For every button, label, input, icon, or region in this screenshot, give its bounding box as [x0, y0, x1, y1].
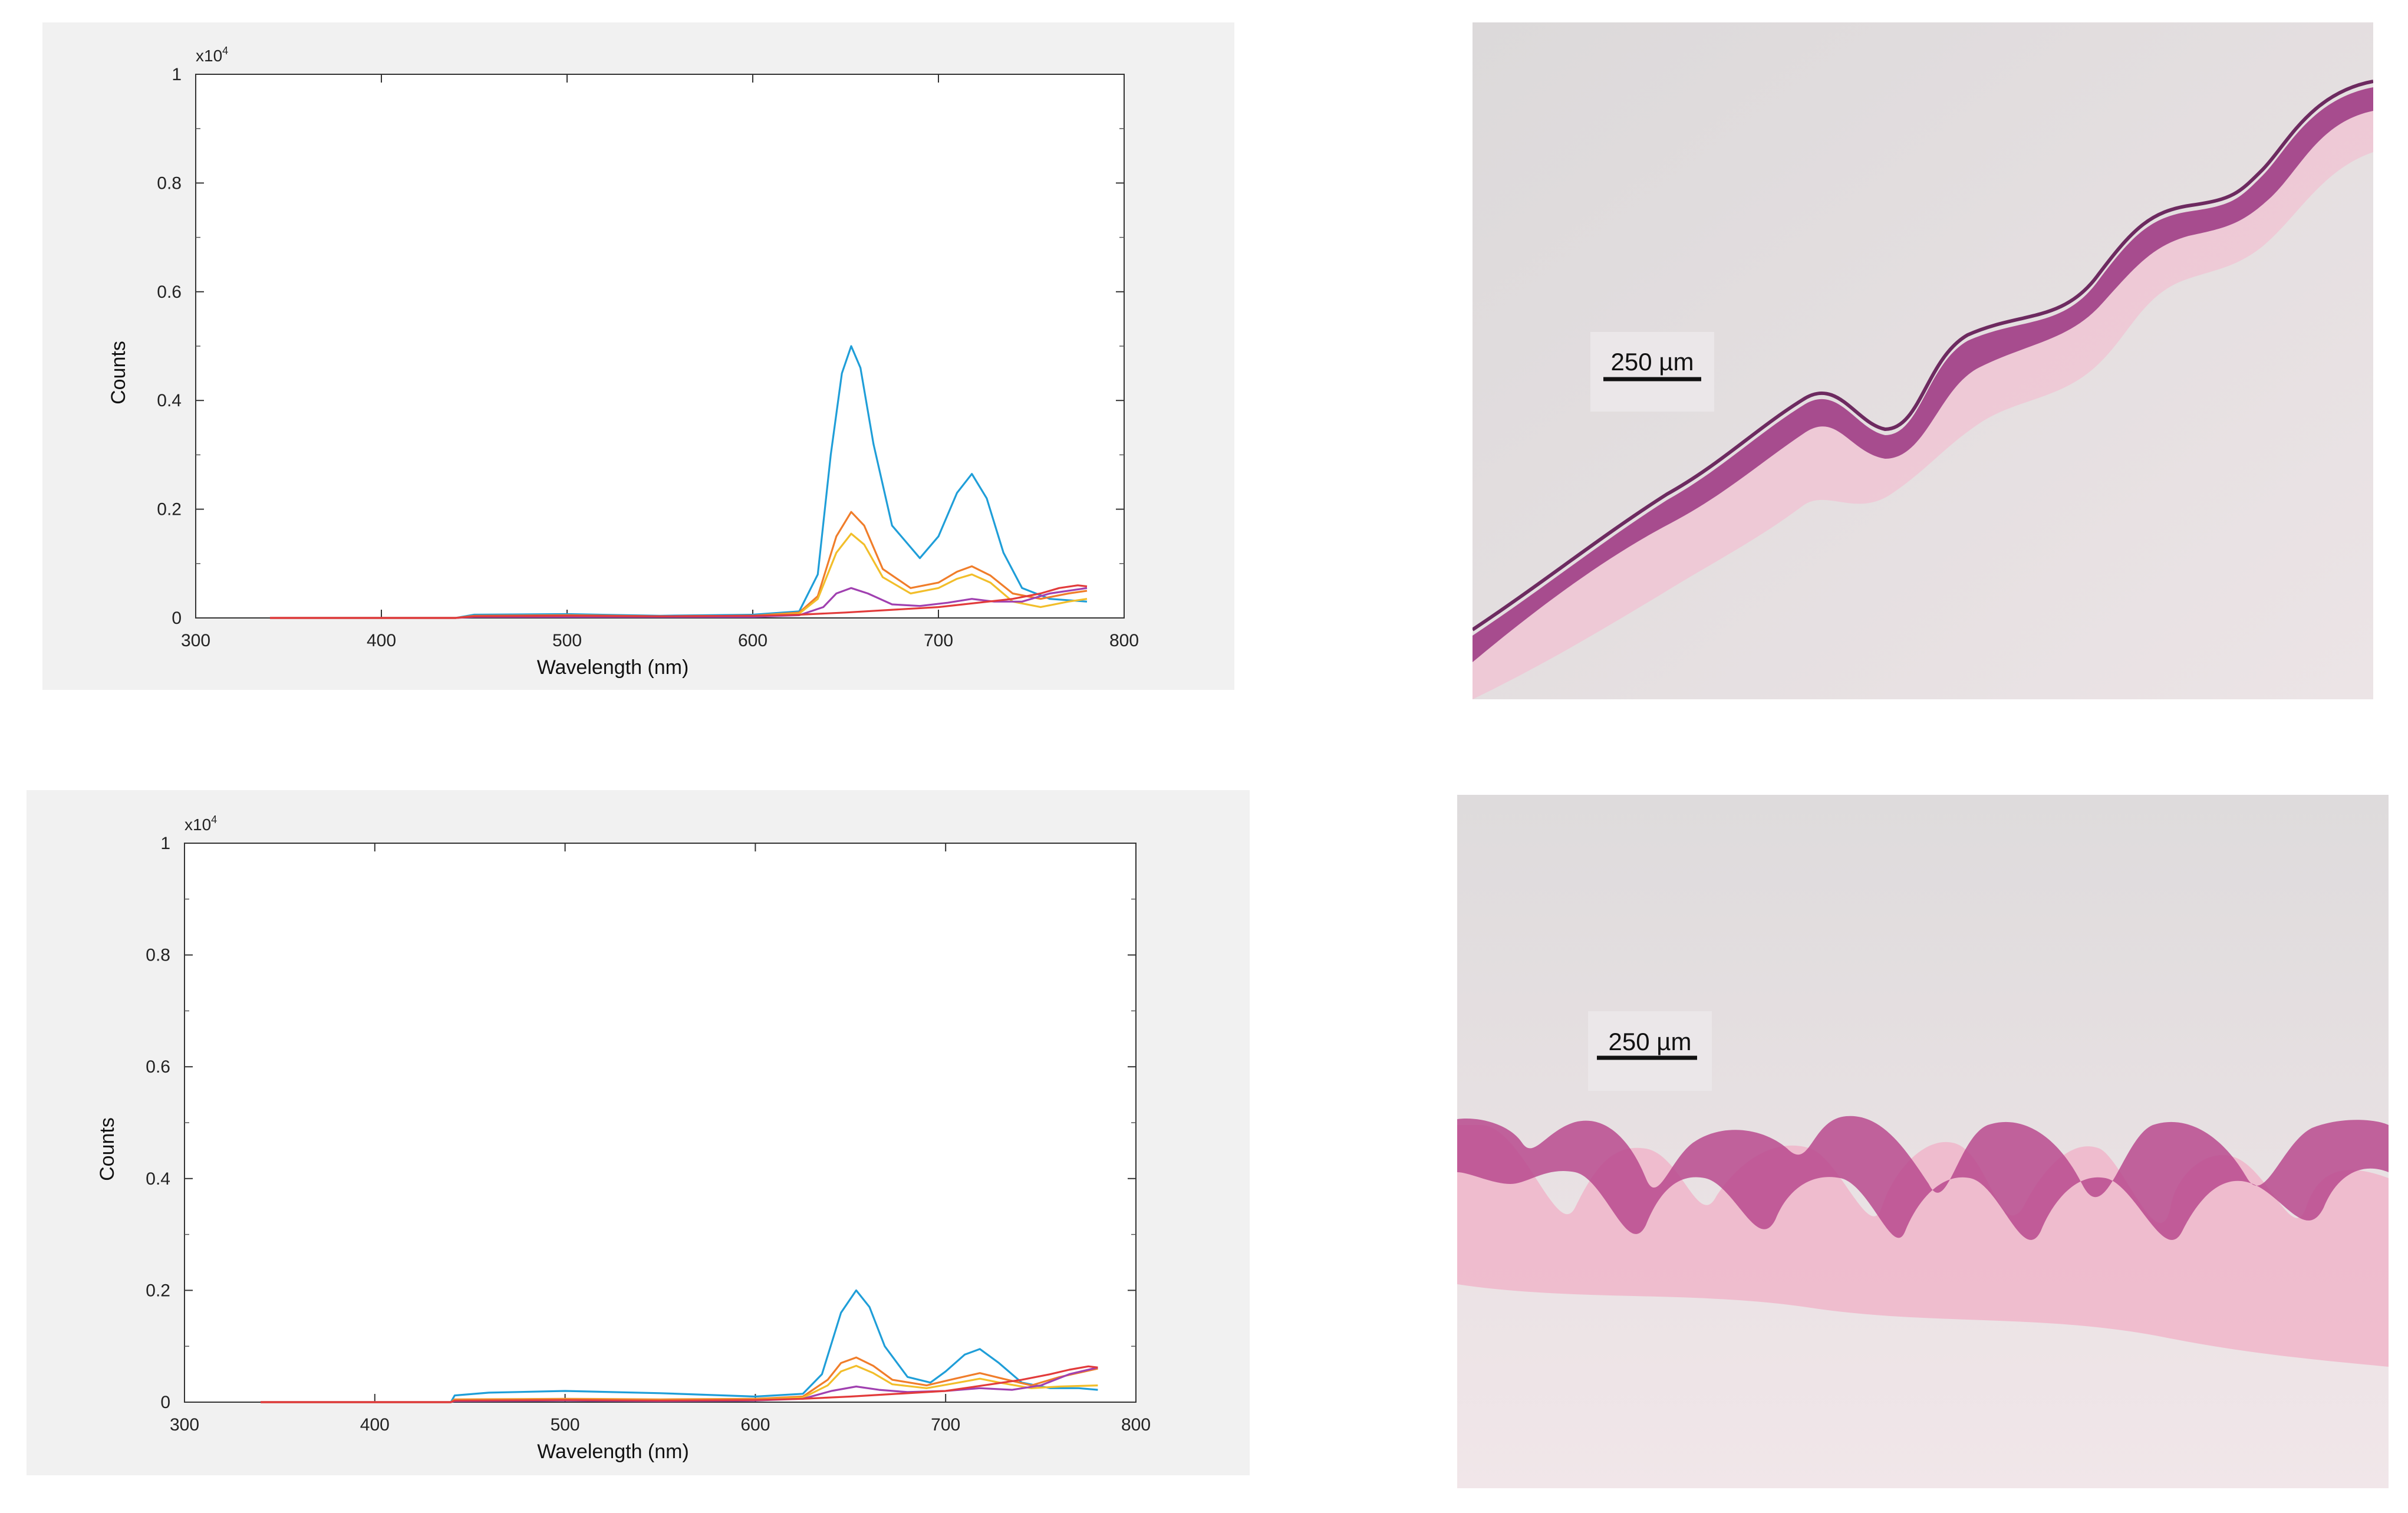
- c2-plot-area: [184, 843, 1137, 1403]
- c2-y-tick-label: 1: [160, 834, 170, 853]
- c2-x-tick-label: 500: [551, 1415, 580, 1435]
- c2-y-multiplier-base: x10: [185, 815, 211, 834]
- c1-y-tick-label: 0.6: [157, 282, 182, 302]
- c1-y-tick-label: 0.2: [157, 500, 182, 519]
- c1-x-tick-label: 800: [1109, 631, 1139, 650]
- scale-bar-box-1: [1590, 332, 1714, 412]
- c1-x-tick-label: 300: [181, 631, 210, 650]
- spectrum-chart-2: 300 400 500 600 700 800 0 0.2 0.4 0.6 0.8 1 x104 Wave…: [96, 814, 1151, 1463]
- c1-x-tick-label: 600: [738, 631, 767, 650]
- stratum-corneum-1: [1473, 80, 2373, 631]
- c2-y-tick-label: 0.2: [146, 1281, 170, 1300]
- c1-y-tick-label: 0.4: [157, 391, 182, 410]
- c1-y-tick-label: 1: [172, 65, 182, 84]
- histology-micrograph-2: 250 µm: [1457, 795, 2389, 1488]
- c1-y-tick-label: 0: [172, 609, 182, 628]
- c2-x-tick-label: 700: [931, 1415, 960, 1435]
- dermis-layer-2: [1457, 1125, 2389, 1367]
- c2-series-line-1: [261, 1289, 1098, 1403]
- c2-y-tick-label: 0.4: [146, 1169, 170, 1189]
- c2-x-axis-label: Wavelength (nm): [537, 1440, 689, 1463]
- c2-y-tick-label: 0: [160, 1393, 170, 1412]
- c2-x-tick-label: 800: [1121, 1415, 1151, 1435]
- spectrum-chart-1: 300 400 500 600 700 800 0 0.2 0.4 0.6 0.8 1 x104 Wave…: [107, 45, 1139, 679]
- c1-y-axis-label: Counts: [107, 341, 130, 404]
- micrograph-image-2: 250 µm: [1457, 795, 2389, 1488]
- c2-y-multiplier-exponent: 4: [211, 814, 217, 825]
- c2-y-tick-label: 0.8: [146, 946, 170, 965]
- histology-micrograph-1: 250 µm: [1473, 22, 2373, 699]
- scale-bar-label-1: 250 µm: [1611, 348, 1694, 376]
- c1-y-tick-label: 0.8: [157, 173, 182, 193]
- epidermis-layer-1: [1473, 87, 2373, 662]
- c2-x-tick-label: 600: [740, 1415, 770, 1435]
- c2-y-multiplier-label: x104: [185, 814, 217, 834]
- c1-y-multiplier-label: x104: [196, 45, 228, 65]
- c1-series-line-5: [270, 584, 1088, 619]
- c1-y-multiplier-exponent: 4: [222, 45, 228, 57]
- c1-x-tick-label: 700: [924, 631, 953, 650]
- c2-x-tick-label: 400: [360, 1415, 390, 1435]
- c1-y-multiplier-base: x10: [196, 47, 222, 65]
- c1-x-tick-label: 400: [367, 631, 396, 650]
- scale-bar-label-2: 250 µm: [1609, 1028, 1692, 1055]
- c2-y-tick-label: 0.6: [146, 1057, 170, 1077]
- c1-x-tick-label: 500: [552, 631, 582, 650]
- spectrum-chart-panel-1: 300 400 500 600 700 800 0 0.2 0.4 0.6 0.8 1 x104 Wave…: [42, 22, 1234, 690]
- scale-bar-box-2: [1588, 1011, 1712, 1091]
- c1-x-axis-label: Wavelength (nm): [537, 656, 689, 679]
- c2-x-tick-label: 300: [170, 1415, 199, 1435]
- c2-y-axis-label: Counts: [96, 1117, 118, 1181]
- epidermis-layer-2: [1457, 1116, 2389, 1240]
- micrograph-image-1: 250 µm: [1473, 22, 2373, 699]
- spectrum-chart-panel-2: 300 400 500 600 700 800 0 0.2 0.4 0.6 0.8 1 x104 Wave…: [27, 790, 1250, 1475]
- c1-plot-area: [195, 74, 1125, 619]
- c2-series-line-5: [261, 1365, 1098, 1403]
